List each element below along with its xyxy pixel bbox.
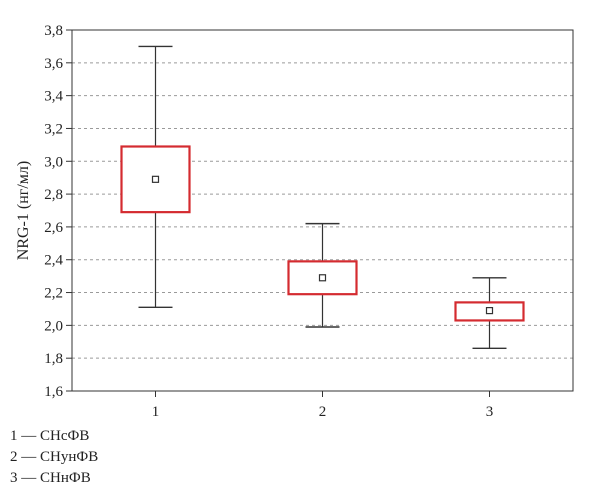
- x-tick-label: 2: [319, 404, 327, 420]
- y-axis-ticks: 1,6 1,8 2,0 2,2 2,4 2,6 2,8 3,0 3,2 3,4 3,6 3,8: [44, 23, 72, 400]
- center-marker: [318, 274, 327, 282]
- y-tick-label: 2,8: [44, 187, 63, 203]
- plot-frame: [71, 29, 574, 392]
- y-tick-label: 2,6: [44, 220, 63, 236]
- y-tick-label: 3,0: [44, 154, 63, 170]
- y-tick-label: 1,6: [44, 384, 63, 400]
- legend-item-2: 2 — СНунФВ: [10, 449, 99, 465]
- y-tick-label: 3,4: [44, 89, 63, 105]
- box-group-2: [287, 222, 358, 328]
- y-tick-label: 2,4: [44, 253, 63, 269]
- y-tick-label: 3,8: [44, 23, 63, 39]
- legend-item-3: 3 — СНнФВ: [10, 470, 91, 486]
- x-tick-label: 3: [486, 404, 494, 420]
- box-series: [120, 45, 525, 350]
- center-marker: [151, 175, 160, 183]
- box-group-1: [120, 45, 191, 309]
- box-group-3: [454, 277, 525, 350]
- y-tick-label: 2,0: [44, 318, 63, 334]
- legend-item-1: 1 — СНсФВ: [10, 428, 90, 444]
- y-tick-label: 1,8: [44, 351, 63, 367]
- x-tick-label: 1: [152, 404, 160, 420]
- box-plot-chart: 1,6 1,8 2,0 2,2 2,4 2,6 2,8 3,0 3,2 3,4 3,6 3,8 1 2 3…: [15, 23, 574, 420]
- y-tick-label: 3,6: [44, 56, 63, 72]
- x-axis-ticks: 1 2 3: [152, 391, 494, 420]
- y-axis-label: NRG-1 (нг/мл): [15, 161, 32, 260]
- center-marker: [485, 306, 494, 315]
- legend: 1 — СНсФВ 2 — СНунФВ 3 — СНнФВ: [10, 426, 98, 489]
- y-tick-label: 2,2: [44, 286, 63, 302]
- y-tick-label: 3,2: [44, 121, 63, 137]
